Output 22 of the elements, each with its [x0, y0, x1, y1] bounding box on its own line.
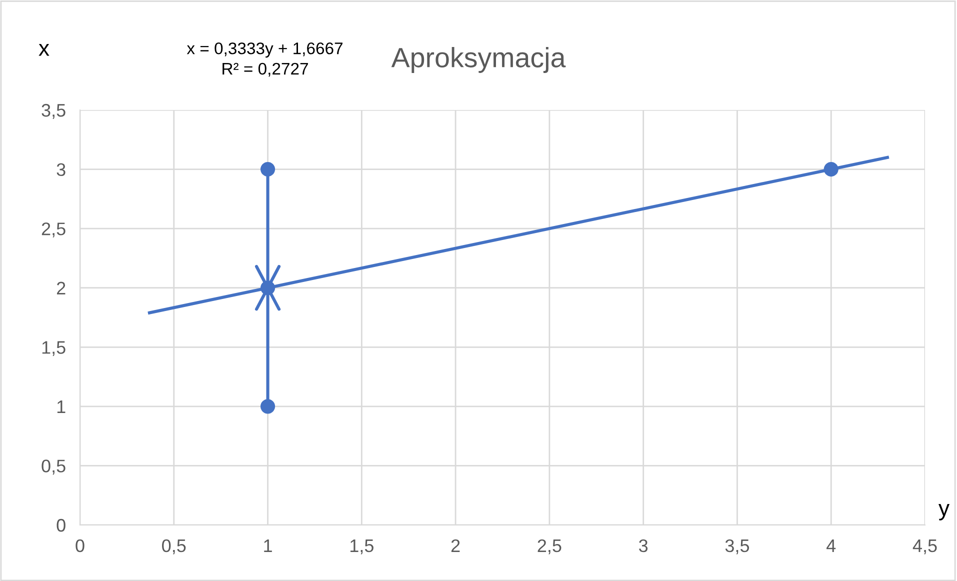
text: x = 0,3333y + 1,6667 R² = 0,2727 — [186, 42, 342, 77]
x-tick-label: 3,5 — [725, 539, 750, 554]
x-tick-label: 2,5 — [538, 539, 562, 554]
y-tick-label: 1,5 — [42, 341, 66, 356]
x-tick-label: 0,5 — [162, 539, 186, 554]
x-tick-label: 4 — [826, 540, 836, 552]
y-tick-label: 0,5 — [42, 460, 66, 475]
x-tick-label: 1,5 — [350, 540, 374, 554]
x-axis-title: y — [938, 504, 950, 520]
x-tick-label: 2 — [451, 539, 460, 552]
y-axis-title: x — [38, 44, 50, 56]
y-tick-label: 3,5 — [42, 104, 66, 119]
x-tick-label: 1 — [264, 540, 272, 552]
y-tick-label: 2 — [56, 282, 66, 294]
y-tick-label: 2,5 — [42, 222, 66, 238]
x-tick-label: 0 — [76, 539, 84, 552]
x-tick-label: 4,5 — [912, 540, 937, 554]
y-tick-label: 0 — [56, 518, 66, 532]
chart-title: Aproksymacja — [391, 47, 566, 73]
x-tick-label: 3 — [639, 539, 648, 552]
y-tick-label: 3 — [56, 163, 66, 176]
y-tick-label: 1 — [57, 400, 66, 413]
